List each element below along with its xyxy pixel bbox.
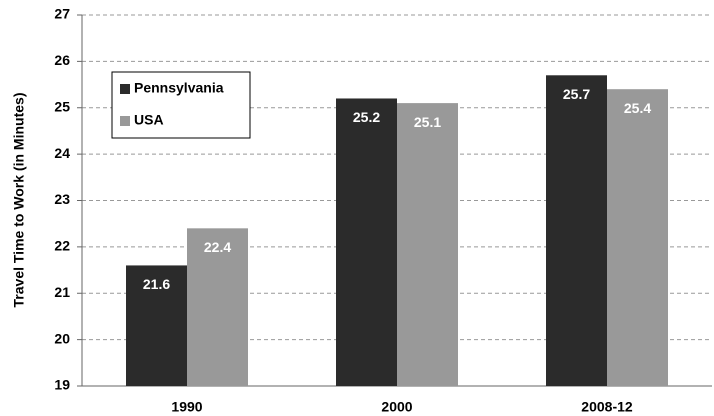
legend-swatch: [120, 84, 130, 94]
legend-swatch: [120, 116, 130, 126]
bar: [336, 98, 397, 386]
bar: [607, 89, 668, 386]
y-tick-label: 21: [54, 284, 70, 300]
y-tick-label: 19: [54, 377, 70, 393]
value-label: 25.2: [353, 109, 380, 125]
legend-label: USA: [134, 112, 164, 128]
bar: [397, 103, 458, 387]
bar: [546, 75, 607, 386]
bar: [187, 228, 248, 386]
legend-box: [111, 71, 251, 139]
y-axis-label: Travel Time to Work (in Minutes): [11, 93, 27, 308]
value-label: 25.4: [624, 100, 651, 116]
legend-label: Pennsylvania: [134, 80, 224, 96]
bar: [126, 265, 187, 386]
y-tick-label: 24: [54, 145, 70, 161]
x-tick-label: 1990: [171, 399, 202, 415]
y-tick-label: 22: [54, 238, 70, 254]
y-tick-label: 27: [54, 6, 70, 22]
y-tick-label: 26: [54, 52, 70, 68]
x-tick-label: 2000: [381, 399, 412, 415]
x-tick-label: 2008-12: [581, 399, 633, 415]
value-label: 22.4: [204, 239, 231, 255]
value-label: 25.7: [563, 86, 590, 102]
y-tick-label: 23: [54, 191, 70, 207]
value-label: 21.6: [143, 276, 170, 292]
y-tick-label: 25: [54, 98, 70, 114]
value-label: 25.1: [414, 114, 441, 130]
y-tick-label: 20: [54, 330, 70, 346]
